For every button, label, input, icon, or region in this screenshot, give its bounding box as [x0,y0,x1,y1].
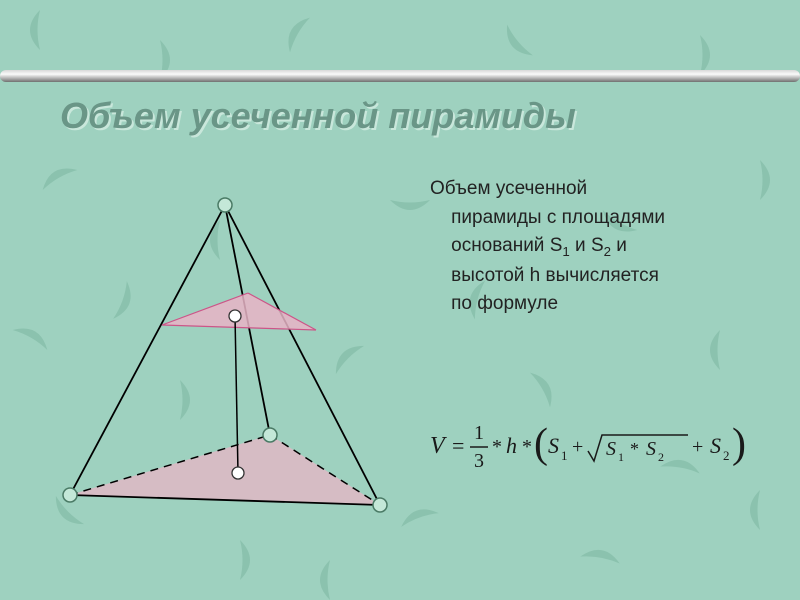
body-line1: Объем усеченной [430,178,587,199]
body-text: Объем усеченной пирамиды с площадями осн… [430,175,770,319]
formula-star1: * [492,436,502,458]
formula-frac-bot: 3 [474,450,484,472]
body-line5: по формуле [451,293,558,314]
slide-title: Объем усеченной пирамиды [60,95,576,137]
pyramid-diagram [30,175,420,535]
formula-plus1: + [572,436,583,458]
formula-sqrtS2sub: 2 [658,450,664,464]
formula: V = 1 3 * h * ( S 1 + S 1 * S 2 + S 2 ) [430,405,780,490]
formula-S1: S [548,433,559,458]
formula-S2sub: 2 [723,448,730,463]
formula-sqrtS1: S [606,438,616,460]
formula-star2: * [522,436,532,458]
sub1: 1 [562,244,569,259]
svg-text:=: = [452,433,464,458]
formula-frac-top: 1 [474,422,484,444]
formula-h: h [506,433,517,458]
formula-star3: * [630,439,639,459]
sub2: 2 [604,244,611,259]
body-line4: высотой h вычисляется [451,265,659,286]
formula-plus2: + [692,436,703,458]
svg-text:): ) [732,421,746,467]
body-line3c: и [611,235,627,256]
formula-sqrtS1sub: 1 [618,450,624,464]
body-line2: пирамиды с площадями [451,207,665,228]
body-line3: оснований S [451,235,562,256]
formula-V: V [430,433,447,459]
formula-S1sub: 1 [561,448,568,463]
svg-text:(: ( [534,421,548,467]
formula-S2: S [710,433,721,458]
separator-bar [0,70,800,82]
body-line3b: и S [570,235,604,256]
formula-sqrtS2: S [646,438,656,460]
